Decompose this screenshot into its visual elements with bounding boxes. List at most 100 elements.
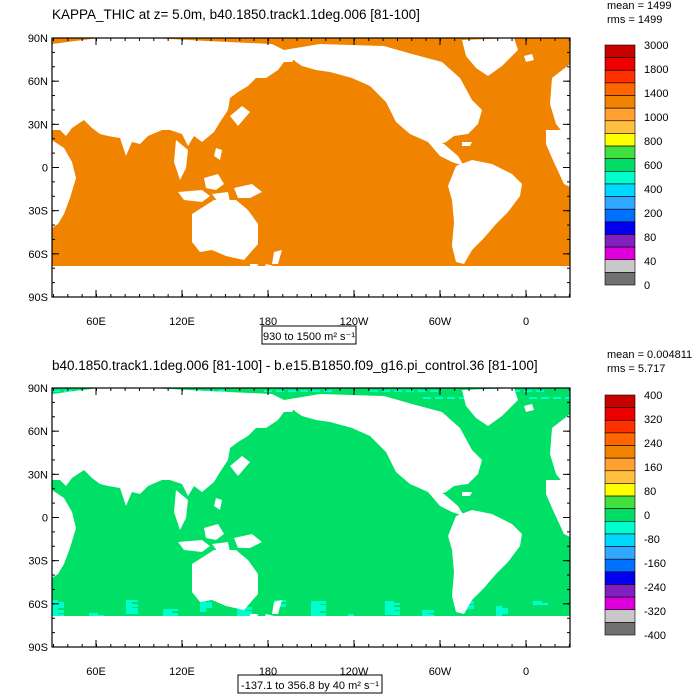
lat-label: 0 <box>42 163 48 175</box>
anomaly-cell <box>541 397 549 399</box>
panel-title: b40.1850.track1.1deg.006 [81-100] - b.e1… <box>52 358 538 373</box>
colorbar-label: 160 <box>644 462 662 474</box>
lat-label: 90N <box>28 33 48 45</box>
anomaly-cell <box>324 390 332 392</box>
anomaly-cell <box>311 609 326 611</box>
colorbar-box <box>604 208 636 223</box>
anomaly-cell <box>422 610 434 613</box>
anomaly-cell <box>418 390 426 392</box>
colorbar-box <box>604 432 636 446</box>
anomaly-cell <box>52 390 60 392</box>
stat-text: rms = 5.717 <box>607 363 665 375</box>
colorbar-box <box>604 44 636 58</box>
panel-bottom: b40.1850.track1.1deg.006 [81-100] - b.e1… <box>28 349 692 694</box>
anomaly-cell <box>52 600 58 602</box>
lat-label: 60N <box>28 76 48 88</box>
colorbar-box <box>604 120 636 134</box>
colorbar-label: 1000 <box>644 112 668 124</box>
stat-text: rms = 1499 <box>607 14 662 26</box>
lon-label: 120E <box>169 666 195 678</box>
lat-label: 60S <box>28 249 48 261</box>
colorbar-box <box>604 546 636 560</box>
anomaly-cell <box>385 609 394 611</box>
colorbar-box <box>604 171 636 185</box>
colorbar-box <box>604 246 636 261</box>
anomaly-cell <box>126 610 132 613</box>
anomaly-cell <box>300 390 308 392</box>
anomaly-cell <box>512 390 520 392</box>
colorbar-label: 80 <box>644 232 656 244</box>
colorbar-box <box>604 571 636 585</box>
anomaly-cell <box>126 612 138 614</box>
lat-label: 0 <box>42 513 48 525</box>
anomaly-cell <box>385 611 400 615</box>
lon-label: 0 <box>523 666 529 678</box>
colorbar-box <box>604 57 636 71</box>
colorbar-label: -400 <box>644 630 666 642</box>
colorbar-label: -160 <box>644 558 666 570</box>
anomaly-cell <box>496 606 502 608</box>
lon-label: 120W <box>340 316 369 328</box>
anomaly-cell <box>311 613 326 616</box>
anomaly-cell <box>536 390 544 392</box>
colorbar-label: 600 <box>644 160 662 172</box>
stat-text: mean = 1499 <box>607 0 672 12</box>
colorbar-box <box>604 221 636 235</box>
range-label-box <box>261 325 357 345</box>
stat-text: mean = 0.004811 <box>607 349 692 361</box>
anomaly-cell <box>430 390 438 392</box>
map-area <box>52 388 570 647</box>
anomaly-cell <box>126 600 138 602</box>
colorbar-box <box>604 69 636 84</box>
colorbar-label: 0 <box>644 280 650 292</box>
colorbar-label: 800 <box>644 136 662 148</box>
anomaly-cell <box>237 609 246 611</box>
anomaly-cell <box>200 604 206 607</box>
colorbar-box <box>604 407 636 421</box>
anomaly-cell <box>496 612 508 614</box>
anomaly-cell <box>385 603 400 605</box>
colorbar-box <box>604 533 636 547</box>
colorbar-box <box>604 234 636 248</box>
panel-top: KAPPA_THIC at z= 5.0m, b40.1850.track1.1… <box>28 0 672 345</box>
anomaly-cell <box>200 608 206 612</box>
colorbar-box <box>604 521 636 535</box>
lat-label: 30S <box>28 206 48 218</box>
colorbar-box <box>604 470 636 484</box>
colorbar-box <box>604 183 636 197</box>
anomaly-cell <box>382 390 390 392</box>
colorbar-box <box>604 82 636 96</box>
colorbar-label: 1400 <box>644 88 668 100</box>
anomaly-cell <box>163 613 178 616</box>
lat-label: 30S <box>28 556 48 568</box>
anomaly-cell <box>312 390 320 392</box>
anomaly-cell <box>311 601 326 604</box>
anomaly-cell <box>370 390 378 392</box>
colorbar-label: -240 <box>644 582 666 594</box>
range-label: -137.1 to 356.8 by 40 m² s⁻¹ <box>241 680 379 692</box>
anomaly-cell <box>533 603 548 605</box>
anomaly-cell <box>423 397 431 399</box>
anomaly-cell <box>126 606 132 608</box>
colorbar-box <box>604 196 636 210</box>
colorbar-box <box>604 445 636 459</box>
colorbar-box <box>604 596 636 611</box>
anomaly-cell <box>311 603 320 605</box>
anomaly-cell <box>52 604 58 607</box>
colorbar-box <box>604 394 636 408</box>
colorbar-label: 240 <box>644 438 662 450</box>
anomaly-cell <box>422 612 428 614</box>
lon-label: 120E <box>169 316 195 328</box>
lat-label: 90S <box>28 292 48 304</box>
anomaly-cell <box>52 610 64 613</box>
lat-label: 60N <box>28 426 48 438</box>
anomaly-cell <box>406 390 414 392</box>
colorbar-label: 0 <box>644 510 650 522</box>
colorbar-label: 400 <box>644 184 662 196</box>
colorbar-label: 400 <box>644 390 662 402</box>
lon-label: 0 <box>523 316 529 328</box>
anomaly-cell <box>126 604 138 607</box>
anomaly-cell <box>89 613 98 616</box>
panel-title: KAPPA_THIC at z= 5.0m, b40.1850.track1.1… <box>52 7 420 22</box>
